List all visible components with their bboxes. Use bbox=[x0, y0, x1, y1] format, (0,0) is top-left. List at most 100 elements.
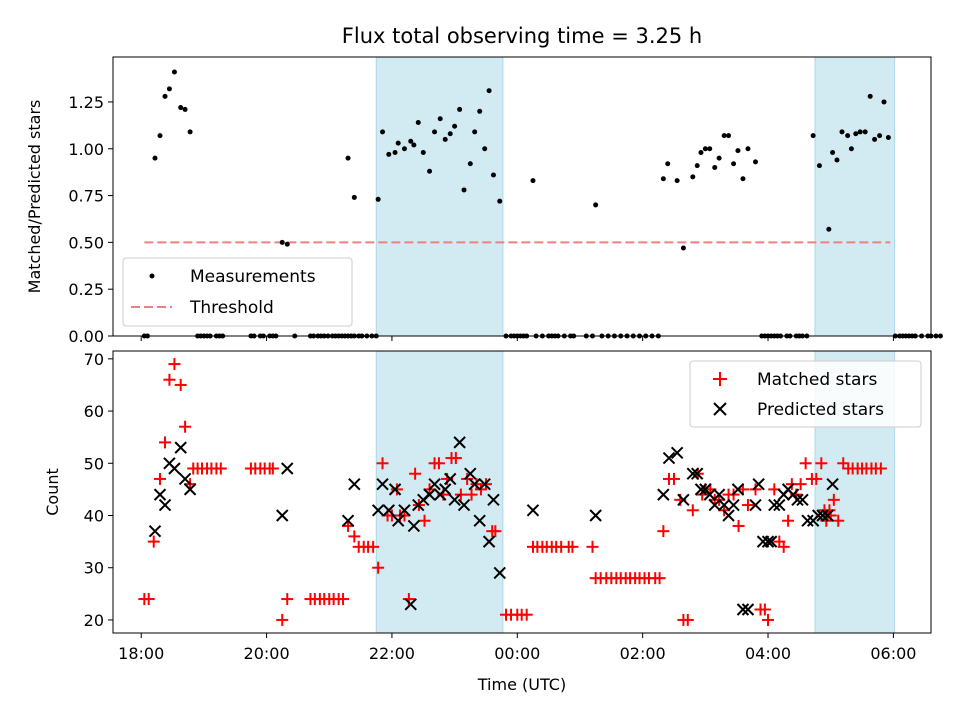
measurement-point bbox=[375, 196, 381, 202]
predicted-star-point bbox=[526, 504, 540, 517]
measurement-point bbox=[490, 172, 496, 178]
matched-star-point bbox=[741, 499, 754, 512]
predicted-star-point bbox=[473, 514, 486, 527]
predicted-star-point bbox=[736, 603, 750, 616]
predicted-star-point bbox=[826, 477, 839, 491]
bottom-ytick-label: 70 bbox=[84, 350, 104, 369]
chart-title: Flux total observing time = 3.25 h bbox=[342, 24, 702, 48]
measurement-point bbox=[386, 151, 392, 157]
measurement-point bbox=[182, 106, 188, 112]
matched-star-point bbox=[179, 420, 192, 433]
matched-star-point bbox=[815, 457, 828, 470]
top-panel: 0.00 0.25 0.50 0.75 1.00 1.25 Matched/Predict… bbox=[25, 56, 943, 346]
measurement-point bbox=[461, 187, 467, 193]
matched-star-point bbox=[794, 478, 807, 491]
measurement-point bbox=[735, 148, 741, 154]
predicted-star-point bbox=[749, 498, 762, 512]
measurement-point bbox=[284, 241, 290, 247]
measurement-point bbox=[721, 133, 727, 139]
measurement-point bbox=[830, 149, 836, 155]
top-marks-layer bbox=[141, 69, 943, 339]
measurement-point bbox=[707, 146, 713, 152]
measurement-point bbox=[472, 129, 478, 135]
predicted-star-point bbox=[694, 483, 708, 496]
predicted-star-point bbox=[816, 509, 829, 522]
predicted-star-point bbox=[768, 498, 781, 512]
predicted-star-point bbox=[148, 524, 162, 538]
top-ytick-label: 0.75 bbox=[68, 187, 104, 206]
predicted-star-point bbox=[391, 514, 405, 527]
measurement-point bbox=[937, 333, 943, 339]
predicted-star-point bbox=[464, 467, 477, 480]
top-ytick-label: 1.00 bbox=[68, 140, 104, 159]
measurement-point bbox=[427, 168, 433, 174]
bottom-ytick-label: 30 bbox=[84, 559, 104, 578]
bottom-axes-layer: 20 30 40 50 60 70 18:00 20:00 22:00 00:00 02:00 04:… bbox=[84, 350, 917, 663]
measurement-point bbox=[857, 129, 863, 135]
measurement-point bbox=[411, 142, 417, 148]
bottom-xtick-label: 06:00 bbox=[870, 644, 916, 663]
matched-star-point bbox=[266, 462, 279, 475]
measurement-point bbox=[660, 176, 666, 182]
bottom-ytick-label: 40 bbox=[84, 507, 104, 526]
measurement-point bbox=[279, 239, 285, 245]
bottom-ytick-label: 60 bbox=[84, 402, 104, 421]
matched-star-point bbox=[749, 483, 762, 496]
predicted-star-point bbox=[178, 472, 192, 486]
bottom-xlabel: Time (UTC) bbox=[477, 675, 566, 694]
legend-threshold-label: Threshold bbox=[189, 298, 274, 318]
measurement-point bbox=[432, 129, 438, 135]
bottom-ylabel: Count bbox=[43, 468, 62, 516]
measurement-point bbox=[690, 174, 696, 180]
predicted-star-point bbox=[589, 509, 602, 522]
matched-star-point bbox=[168, 358, 181, 371]
bottom-xtick-label: 02:00 bbox=[620, 644, 666, 663]
predicted-star-point bbox=[174, 441, 187, 454]
matched-star-point bbox=[418, 514, 431, 527]
matched-star-point bbox=[732, 519, 745, 532]
measurement-point bbox=[712, 164, 718, 170]
matched-star-point bbox=[832, 514, 845, 527]
legend-predicted-marker bbox=[713, 402, 727, 416]
matched-star-point bbox=[686, 504, 699, 517]
measurement-point bbox=[171, 69, 177, 75]
predicted-star-point bbox=[722, 509, 735, 522]
predicted-star-point bbox=[398, 504, 411, 517]
measurement-point bbox=[157, 133, 163, 139]
bottom-xtick-label: 20:00 bbox=[244, 644, 290, 663]
matched-star-point bbox=[520, 608, 533, 621]
predicted-star-point bbox=[773, 498, 786, 512]
measurement-point bbox=[178, 105, 184, 111]
matched-star-point bbox=[827, 493, 840, 506]
measurement-point bbox=[497, 198, 503, 204]
measurement-point bbox=[408, 138, 414, 144]
measurement-point bbox=[845, 133, 851, 139]
measurement-point bbox=[716, 155, 722, 161]
matched-star-point bbox=[810, 472, 823, 485]
matched-star-point bbox=[465, 488, 478, 501]
measurement-point bbox=[351, 194, 357, 200]
matched-star-point bbox=[281, 593, 294, 606]
measurement-point bbox=[674, 178, 680, 184]
measurement-point bbox=[839, 129, 845, 135]
legend-matched-marker bbox=[713, 372, 727, 386]
legend-predicted-label: Predicted stars bbox=[757, 400, 884, 420]
measurement-point bbox=[447, 131, 453, 137]
measurement-point bbox=[816, 163, 822, 169]
top-shaded-interval bbox=[814, 56, 896, 337]
bottom-xtick-label: 22:00 bbox=[369, 644, 415, 663]
predicted-star-point bbox=[761, 535, 775, 548]
measurement-point bbox=[877, 133, 883, 139]
matched-star-point bbox=[837, 457, 850, 470]
matched-star-point bbox=[782, 514, 795, 527]
measurement-point bbox=[486, 88, 492, 94]
predicted-star-point bbox=[690, 467, 704, 480]
predicted-star-point bbox=[482, 535, 496, 548]
bottom-panel: 20 30 40 50 60 70 18:00 20:00 22:00 00:00 02:00 04:… bbox=[43, 350, 932, 694]
matched-star-point bbox=[474, 483, 487, 496]
predicted-star-point bbox=[348, 477, 361, 491]
measurement-point bbox=[694, 163, 700, 169]
predicted-star-point bbox=[662, 451, 676, 465]
matched-star-point bbox=[337, 593, 350, 606]
matched-star-point bbox=[777, 540, 790, 553]
